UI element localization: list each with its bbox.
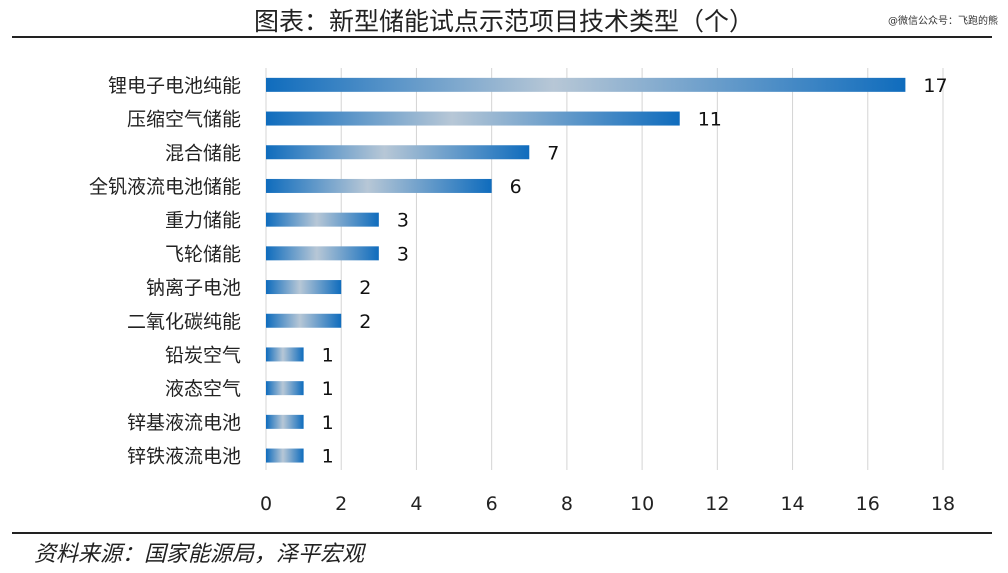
- value-label: 3: [397, 210, 409, 232]
- x-tick-label: 12: [705, 493, 729, 515]
- bar: [266, 313, 342, 328]
- value-label: 7: [547, 142, 559, 164]
- grid-lines: [265, 68, 944, 470]
- bar: [266, 414, 304, 429]
- x-tick-label: 4: [410, 493, 422, 515]
- bar: [266, 111, 680, 126]
- value-label: 11: [698, 109, 722, 131]
- x-tick-label: 10: [630, 493, 654, 515]
- value-label: 3: [397, 243, 409, 265]
- value-label: 1: [322, 344, 334, 366]
- category-label: 锂电子电池纯能: [108, 75, 241, 97]
- x-tick-label: 2: [335, 493, 347, 515]
- x-tick-label: 16: [856, 493, 880, 515]
- category-label: 锌基液流电池: [127, 412, 241, 434]
- bar: [266, 77, 906, 92]
- bottom-rule: [12, 532, 992, 534]
- value-label: 1: [322, 412, 334, 434]
- bar: [266, 178, 492, 193]
- value-label: 2: [359, 311, 371, 333]
- x-tick-label: 6: [486, 493, 498, 515]
- category-label: 混合储能: [165, 142, 241, 164]
- x-axis-ticks: 0 2 4 6 8 10 12 14 16 18: [260, 493, 955, 515]
- category-label: 压缩空气储能: [127, 109, 241, 131]
- category-label: 全钒液流电池储能: [89, 176, 241, 198]
- bars: [266, 77, 906, 463]
- bar: [266, 280, 342, 295]
- top-rule: [12, 36, 992, 38]
- x-tick-label: 8: [561, 493, 573, 515]
- category-label: 重力储能: [165, 210, 241, 232]
- category-label: 二氧化碳纯能: [127, 311, 241, 333]
- bar: [266, 381, 304, 396]
- bar: [266, 246, 379, 261]
- value-label: 17: [923, 75, 947, 97]
- x-tick-label: 18: [931, 493, 955, 515]
- bar: [266, 347, 304, 362]
- value-label: 2: [359, 277, 371, 299]
- category-label: 锌铁液流电池: [127, 446, 241, 468]
- category-label: 钠离子电池: [146, 277, 241, 299]
- category-label: 铅炭空气: [165, 344, 241, 366]
- watermark: @微信公众号：飞跑的熊: [888, 16, 998, 27]
- chart-title: 图表：新型储能试点示范项目技术类型（个）: [253, 7, 754, 36]
- category-labels: 锂电子电池纯能压缩空气储能混合储能全钒液流电池储能重力储能飞轮储能钠离子电池二氧…: [89, 75, 241, 468]
- bar: [266, 212, 379, 227]
- value-label: 1: [322, 446, 334, 468]
- bar: [266, 448, 304, 463]
- category-label: 飞轮储能: [165, 243, 241, 265]
- category-label: 液态空气: [165, 378, 241, 400]
- bar: [266, 145, 530, 160]
- value-label: 1: [322, 378, 334, 400]
- value-label: 6: [510, 176, 522, 198]
- source-note: 资料来源：国家能源局，泽平宏观: [34, 542, 365, 567]
- x-tick-label: 0: [260, 493, 272, 515]
- x-tick-label: 14: [780, 493, 804, 515]
